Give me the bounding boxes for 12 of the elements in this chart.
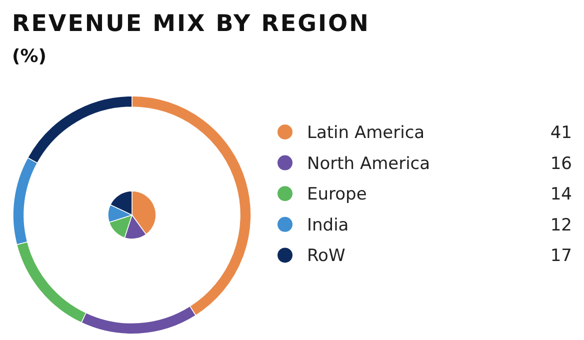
- legend-label: North America: [307, 154, 430, 174]
- data-label: 16: [550, 154, 572, 174]
- legend-label: Latin America: [307, 123, 425, 143]
- legend-label: India: [307, 215, 349, 236]
- chart-title: REVENUE MIX BY REGION: [12, 11, 370, 37]
- legend-label: Europe: [307, 184, 367, 205]
- data-label: 12: [550, 215, 572, 236]
- legend-label: RoW: [307, 246, 346, 266]
- data-label: 41: [550, 123, 572, 143]
- chart-subtitle: (%): [12, 46, 46, 67]
- data-label: 14: [550, 184, 572, 205]
- data-label: 17: [550, 246, 572, 266]
